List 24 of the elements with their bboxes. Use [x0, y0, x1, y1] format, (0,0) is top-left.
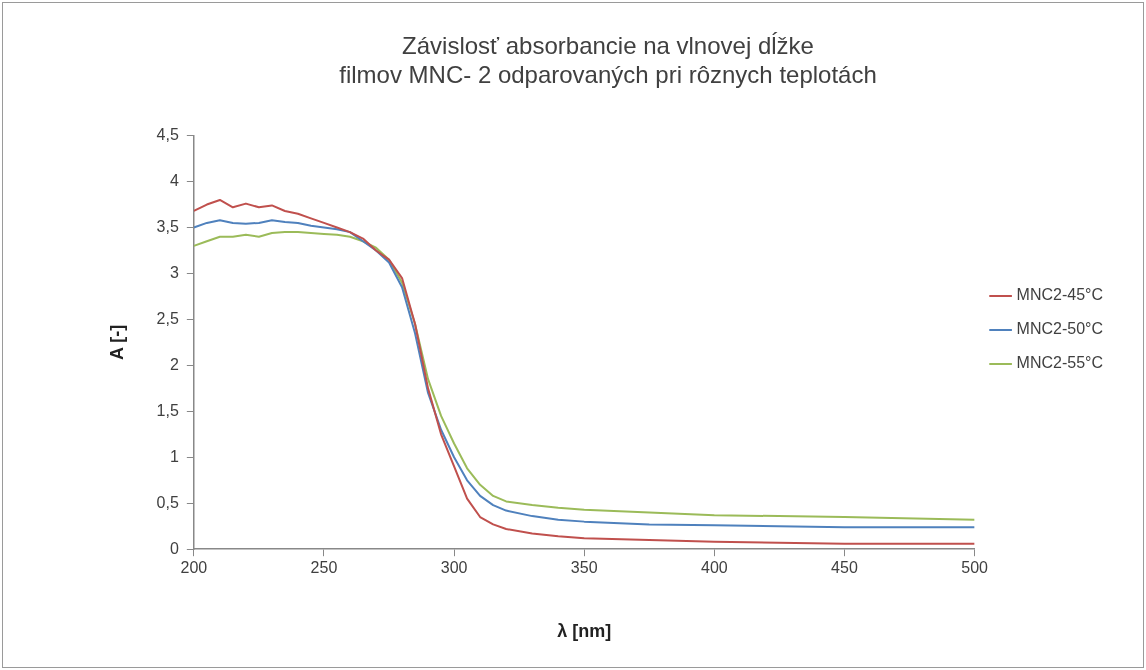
- x-tick-label: 250: [310, 559, 338, 577]
- x-tick-label: 350: [570, 559, 598, 577]
- x-tick-label: 400: [700, 559, 728, 577]
- y-tick-label: 0,5: [156, 493, 179, 511]
- y-tick-label: 2,5: [156, 309, 179, 327]
- legend-label: MNC2-50°C: [1016, 320, 1104, 338]
- legend-label: MNC2-55°C: [1016, 354, 1104, 372]
- x-axis-title: λ [nm]: [557, 621, 612, 642]
- text: Závislosť absorbancie na vlnovej dĺžke: [402, 32, 814, 60]
- y-axis-title: A [-]: [106, 324, 127, 361]
- y-tick-label: 1,5: [156, 401, 179, 419]
- y-tick-label: 0: [169, 539, 179, 557]
- x-tick-label: 200: [180, 559, 208, 577]
- y-tick-label: 3: [169, 263, 179, 281]
- legend-label: MNC2-45°C: [1016, 286, 1104, 304]
- x-tick-label: 450: [831, 559, 858, 577]
- text: filmov MNC- 2 odparovaných pri rôznych teplotách: [339, 60, 877, 88]
- y-tick-label: 3,5: [156, 217, 179, 235]
- x-tick-label: 500: [961, 559, 989, 577]
- x-tick-label: 300: [440, 559, 468, 577]
- y-tick-label: 1: [169, 447, 179, 465]
- y-tick-label: 4,5: [156, 126, 179, 144]
- y-tick-label: 4: [169, 171, 179, 189]
- y-tick-label: 2: [169, 355, 179, 373]
